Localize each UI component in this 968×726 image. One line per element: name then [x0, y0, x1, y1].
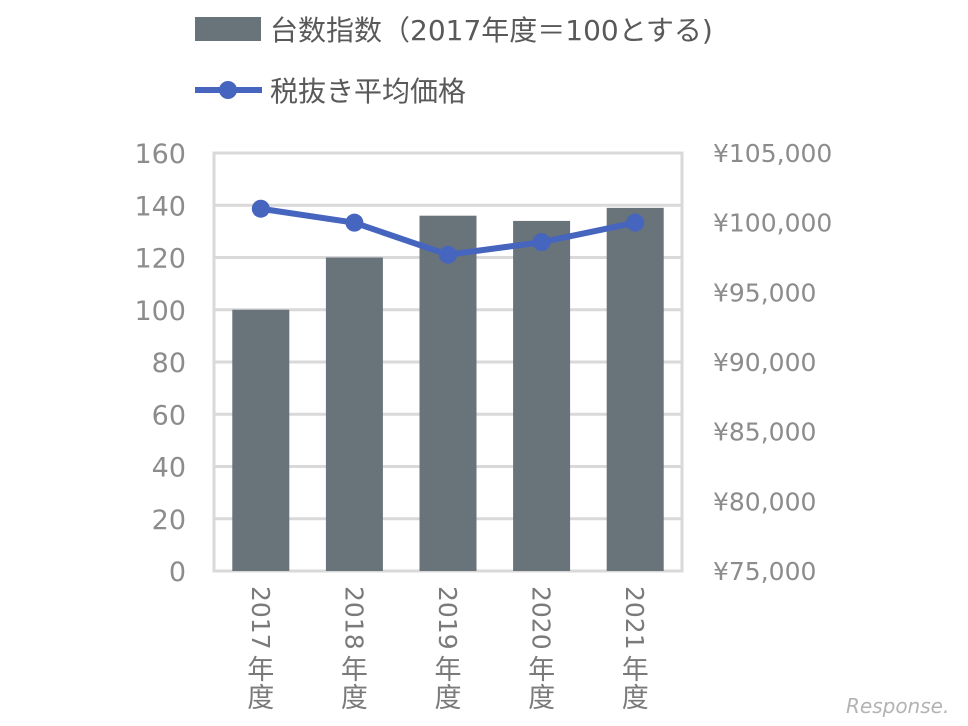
x-tick-2021: 2021 年度	[620, 586, 649, 714]
left-tick-label: 100	[134, 296, 186, 327]
x-tick-year: 2018	[339, 586, 368, 650]
x-tick-year: 2020	[527, 586, 556, 650]
price-point-2017	[251, 199, 270, 218]
left-tick-label: 160	[134, 139, 186, 170]
right-tick-label: ¥105,000	[713, 139, 832, 168]
left-tick-label: 0	[169, 557, 186, 588]
x-tick-2020: 2020 年度	[527, 586, 556, 714]
legend-line-label: 税抜き平均価格	[270, 75, 466, 108]
price-point-2021	[626, 213, 645, 232]
right-tick-label: ¥90,000	[713, 348, 816, 377]
right-tick-label: ¥100,000	[713, 209, 832, 238]
watermark: Response.	[846, 694, 949, 718]
price-point-2019	[439, 245, 457, 264]
bar-2020	[513, 220, 571, 572]
price-point-2020	[532, 233, 551, 252]
x-tick-suffix-nen: 年	[247, 655, 274, 686]
x-tick-suffix-do: 度	[435, 683, 462, 714]
x-tick-suffix-nen: 年	[528, 655, 555, 686]
right-axis-ticks: ¥75,000 ¥80,000 ¥85,000 ¥90,000 ¥95,000 ¥100,…	[713, 139, 832, 586]
bar-2017	[232, 309, 290, 571]
x-tick-suffix-do: 度	[247, 683, 274, 714]
x-tick-suffix-nen: 年	[622, 655, 649, 686]
x-tick-suffix-nen: 年	[341, 655, 368, 686]
x-tick-year: 2017	[246, 586, 275, 650]
bar-2018	[325, 257, 383, 571]
price-point-2018	[345, 213, 364, 232]
left-tick-label: 120	[134, 244, 186, 275]
right-tick-label: ¥80,000	[713, 487, 816, 516]
x-tick-2018: 2018 年度	[339, 586, 368, 714]
left-tick-label: 80	[152, 348, 186, 379]
legend-bar-label: 台数指数（2017年度＝100とする)	[270, 14, 713, 47]
x-tick-year: 2019	[433, 586, 462, 650]
legend: 台数指数（2017年度＝100とする) 税抜き平均価格	[195, 14, 713, 108]
legend-bar-swatch	[195, 17, 261, 41]
left-tick-label: 40	[152, 453, 186, 484]
left-axis-ticks: 0 20 40 60 80 100 120 140 160	[134, 139, 186, 588]
x-tick-suffix-do: 度	[528, 683, 555, 714]
right-tick-label: ¥75,000	[713, 557, 816, 586]
left-tick-label: 60	[152, 400, 186, 431]
bar-2021	[606, 207, 664, 572]
x-tick-2017: 2017 年度	[246, 586, 275, 714]
left-tick-label: 140	[134, 191, 186, 222]
bar-series	[232, 207, 664, 572]
right-tick-label: ¥95,000	[713, 278, 816, 307]
legend-line-marker	[219, 81, 237, 99]
gridlines	[214, 203, 682, 521]
left-tick-label: 20	[152, 505, 186, 536]
x-tick-suffix-do: 度	[341, 683, 368, 714]
x-tick-year: 2021	[620, 586, 649, 650]
x-tick-suffix-do: 度	[622, 683, 649, 714]
x-tick-2019: 2019 年度	[433, 586, 462, 714]
x-tick-suffix-nen: 年	[435, 655, 462, 686]
right-tick-label: ¥85,000	[713, 418, 816, 447]
line-series	[251, 199, 645, 264]
bar-2019	[419, 215, 477, 571]
